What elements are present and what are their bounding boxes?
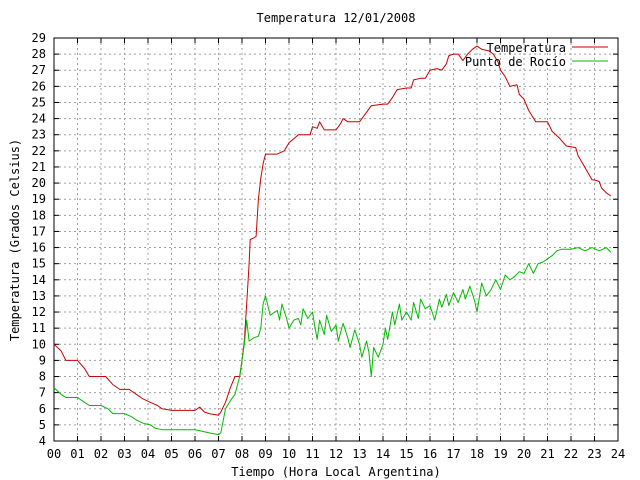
series-line-temperatura <box>53 45 612 416</box>
x-tick-label: 12 <box>329 447 343 461</box>
grid <box>54 38 618 441</box>
y-tick-label: 23 <box>32 128 46 142</box>
y-tick-label: 16 <box>32 241 46 255</box>
x-tick-label: 15 <box>399 447 413 461</box>
y-tick-label: 11 <box>32 321 46 335</box>
x-tick-label: 03 <box>117 447 131 461</box>
x-tick-label: 19 <box>493 447 507 461</box>
x-tick-label: 09 <box>258 447 272 461</box>
y-tick-label: 14 <box>32 273 46 287</box>
x-tick-label: 05 <box>164 447 178 461</box>
y-tick-label: 9 <box>39 353 46 367</box>
y-tick-label: 10 <box>32 337 46 351</box>
x-tick-label: 02 <box>94 447 108 461</box>
x-tick-label: 18 <box>470 447 484 461</box>
y-tick-label: 4 <box>39 434 46 448</box>
x-tick-label: 21 <box>540 447 554 461</box>
x-tick-label: 14 <box>376 447 390 461</box>
x-tick-label: 11 <box>305 447 319 461</box>
y-tick-label: 12 <box>32 305 46 319</box>
x-tick-label: 07 <box>211 447 225 461</box>
y-tick-labels: 4 5 6 7 8 9 10 11 12 13 14 15 16 17 18 19 20 21 22 23 24 25 26… <box>32 31 46 448</box>
x-axis-label: Tiempo (Hora Local Argentina) <box>231 465 441 479</box>
y-tick-label: 6 <box>39 402 46 416</box>
y-tick-label: 24 <box>32 112 46 126</box>
y-tick-label: 21 <box>32 160 46 174</box>
y-tick-label: 27 <box>32 63 46 77</box>
x-tick-label: 16 <box>423 447 437 461</box>
y-tick-label: 19 <box>32 192 46 206</box>
y-tick-label: 17 <box>32 224 46 238</box>
x-tick-label: 24 <box>611 447 625 461</box>
legend: Temperatura Punto de Rocío <box>465 41 608 69</box>
y-tick-label: 28 <box>32 47 46 61</box>
y-tick-label: 13 <box>32 289 46 303</box>
y-tick-label: 22 <box>32 144 46 158</box>
x-tick-labels: 00 01 02 03 04 05 06 07 08 09 10 11 12 13 14 15 16 17 18 19… <box>47 447 625 461</box>
chart-title: Temperatura 12/01/2008 <box>257 11 416 25</box>
x-tick-label: 04 <box>141 447 155 461</box>
x-tick-label: 08 <box>235 447 249 461</box>
y-axis-label: Temperatura (Grados Celsius) <box>8 139 22 341</box>
y-tick-label: 20 <box>32 176 46 190</box>
legend-label-temperatura: Temperatura <box>487 41 566 55</box>
y-tick-label: 5 <box>39 418 46 432</box>
x-tick-label: 23 <box>587 447 601 461</box>
x-tick-label: 10 <box>282 447 296 461</box>
tick-marks <box>53 37 619 442</box>
x-tick-label: 00 <box>47 447 61 461</box>
series-line-punto-de-rocio <box>53 247 612 436</box>
x-tick-label: 17 <box>446 447 460 461</box>
y-tick-label: 26 <box>32 79 46 93</box>
y-tick-label: 7 <box>39 386 46 400</box>
y-tick-label: 18 <box>32 208 46 222</box>
y-tick-label: 15 <box>32 257 46 271</box>
x-tick-label: 13 <box>352 447 366 461</box>
y-tick-label: 8 <box>39 370 46 384</box>
x-tick-label: 20 <box>517 447 531 461</box>
y-tick-label: 29 <box>32 31 46 45</box>
series-lines <box>53 45 612 436</box>
x-tick-label: 06 <box>188 447 202 461</box>
y-tick-label: 25 <box>32 95 46 109</box>
legend-label-punto-de-rocio: Punto de Rocío <box>465 55 566 69</box>
x-tick-label: 01 <box>70 447 84 461</box>
x-tick-label: 22 <box>564 447 578 461</box>
